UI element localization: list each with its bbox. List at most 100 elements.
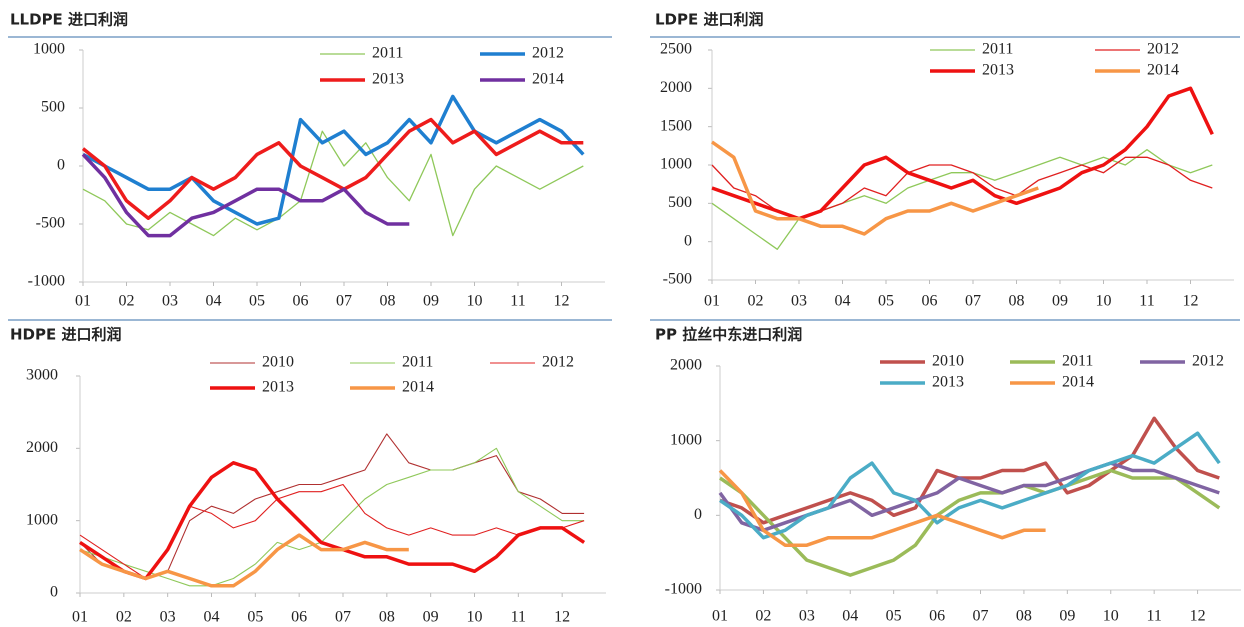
series-line [711, 156, 1213, 220]
x-tick-label: 04 [835, 293, 851, 310]
x-tick-label: 09 [423, 293, 439, 310]
x-tick-label: 01 [75, 293, 91, 310]
x-tick-label: 02 [119, 293, 135, 310]
x-tick-label: 07 [335, 609, 351, 626]
series-line [81, 153, 410, 238]
x-tick-label: 02 [116, 609, 132, 626]
y-tick-label: -500 [663, 271, 692, 288]
legend-label: 2011 [402, 354, 433, 371]
legend-label: 2010 [932, 353, 964, 370]
x-tick-label: 06 [922, 293, 938, 310]
x-tick-label: 04 [204, 609, 220, 626]
x-tick-label: 03 [162, 293, 178, 310]
y-tick-label: 1000 [26, 511, 58, 528]
x-tick-label: 12 [554, 293, 570, 310]
y-tick-label: 0 [50, 584, 58, 601]
x-tick-label: 09 [1059, 608, 1075, 625]
legend-label: 2011 [982, 41, 1013, 58]
legend-label: 2012 [1192, 353, 1224, 370]
x-tick-label: 12 [1190, 608, 1206, 625]
series-line [79, 533, 409, 588]
x-tick-label: 03 [791, 293, 807, 310]
x-tick-label: 05 [247, 609, 263, 626]
y-tick-label: -500 [36, 215, 65, 232]
x-tick-label: 07 [965, 293, 981, 310]
x-tick-label: 10 [1096, 293, 1112, 310]
legend-label: 2014 [1062, 374, 1094, 391]
x-tick-label: 11 [1146, 608, 1161, 625]
chart-title: PP 拉丝中东进口利润 [655, 326, 802, 344]
y-tick-label: -1000 [665, 581, 702, 598]
legend-label: 2011 [372, 45, 403, 62]
y-tick-label: 0 [694, 506, 702, 523]
series-line [79, 447, 585, 587]
x-tick-label: 05 [878, 293, 894, 310]
x-tick-label: 12 [1183, 293, 1199, 310]
x-tick-label: 09 [423, 609, 439, 626]
x-tick-label: 11 [1139, 293, 1154, 310]
y-tick-label: 1000 [670, 431, 702, 448]
y-tick-label: 1500 [660, 117, 692, 134]
legend-label: 2014 [402, 379, 434, 396]
y-tick-label: 0 [57, 157, 65, 174]
series-line [82, 94, 585, 226]
legend-label: 2013 [372, 71, 404, 88]
legend-label: 2012 [542, 354, 574, 371]
series-line [718, 469, 1046, 547]
y-tick-label: 0 [684, 232, 692, 249]
x-tick-label: 09 [1052, 293, 1068, 310]
x-tick-label: 08 [379, 609, 395, 626]
series-line [711, 149, 1213, 250]
x-tick-label: 07 [973, 608, 989, 625]
legend-label: 2010 [262, 354, 294, 371]
x-tick-label: 05 [249, 293, 265, 310]
x-tick-label: 02 [748, 293, 764, 310]
x-tick-label: 08 [380, 293, 396, 310]
y-tick-label: -1000 [28, 273, 65, 290]
x-tick-label: 01 [712, 608, 728, 625]
y-tick-label: 2500 [660, 41, 692, 58]
x-tick-label: 03 [799, 608, 815, 625]
x-tick-label: 06 [291, 609, 307, 626]
y-tick-label: 2000 [26, 439, 58, 456]
legend-label: 2011 [1062, 353, 1093, 370]
x-tick-label: 08 [1009, 293, 1025, 310]
legend-label: 2013 [932, 374, 964, 391]
x-tick-label: 06 [929, 608, 945, 625]
legend-label: 2014 [532, 71, 564, 88]
x-tick-label: 03 [160, 609, 176, 626]
y-tick-label: 500 [41, 99, 65, 116]
series-line [82, 130, 584, 237]
x-tick-label: 01 [72, 609, 88, 626]
series-line [719, 468, 1221, 577]
series-line [719, 431, 1221, 540]
y-tick-label: 3000 [26, 367, 58, 384]
x-tick-label: 10 [467, 609, 483, 626]
legend-label: 2012 [532, 45, 564, 62]
x-tick-label: 08 [1016, 608, 1032, 625]
chart-title: LLDPE 进口利润 [10, 11, 128, 29]
y-tick-label: 2000 [660, 79, 692, 96]
x-tick-label: 05 [886, 608, 902, 625]
legend-label: 2012 [1147, 41, 1179, 58]
x-tick-label: 01 [704, 293, 720, 310]
legend-label: 2013 [262, 379, 294, 396]
y-tick-label: 500 [668, 194, 692, 211]
x-tick-label: 10 [1103, 608, 1119, 625]
series-line [81, 117, 584, 220]
series-line [710, 140, 1039, 236]
x-tick-label: 11 [511, 609, 526, 626]
chart-title: LDPE 进口利润 [655, 11, 763, 29]
x-tick-label: 04 [206, 293, 222, 310]
x-tick-label: 10 [467, 293, 483, 310]
y-tick-label: 1000 [660, 156, 692, 173]
legend-label: 2013 [982, 62, 1014, 79]
series-line [719, 416, 1220, 525]
legend-label: 2014 [1147, 62, 1179, 79]
x-tick-label: 12 [554, 609, 570, 626]
y-tick-label: 2000 [670, 357, 702, 374]
x-tick-label: 07 [336, 293, 352, 310]
x-tick-label: 02 [755, 608, 771, 625]
y-tick-label: 1000 [33, 41, 65, 58]
chart-title: HDPE 进口利润 [10, 326, 121, 344]
